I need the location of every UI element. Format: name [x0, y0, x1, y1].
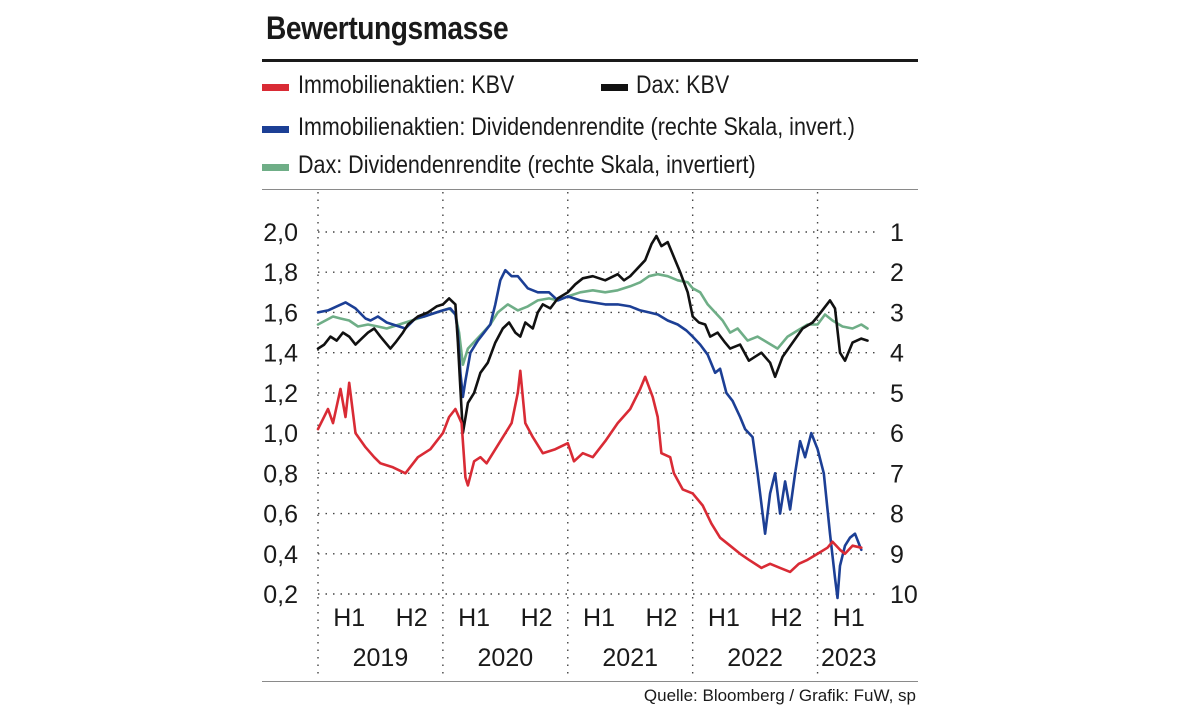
y-right-tick-label: 6 [890, 420, 904, 448]
y-right-tick-label: 10 [890, 581, 918, 609]
y-right-tick-label: 7 [890, 460, 904, 488]
x-tick-label: H2 [770, 604, 802, 632]
y-left-tick-label: 0,2 [263, 581, 298, 609]
legend-rule [262, 189, 918, 190]
series-immo-div [316, 268, 863, 600]
footer-rule [262, 681, 918, 682]
x-tick-label: H2 [396, 604, 428, 632]
legend-label-dax-kbv: Dax: KBV [636, 71, 730, 99]
x-year-label: 2021 [602, 644, 658, 672]
y-left-tick-label: 0,8 [263, 460, 298, 488]
x-tick-label: H2 [645, 604, 677, 632]
legend-label-immo-div: Immobilienaktien: Dividendenrendite (rec… [298, 113, 855, 141]
y-left-tick-label: 2,0 [263, 219, 298, 247]
legend-label-dax-div: Dax: Dividendenrendite (rechte Skala, in… [298, 151, 756, 179]
legend-swatch-immo-div [262, 126, 289, 133]
title-rule [262, 59, 918, 62]
y-left-tick-label: 1,2 [263, 380, 298, 408]
x-tick-label: H1 [458, 604, 490, 632]
y-right-tick-label: 5 [890, 380, 904, 408]
x-year-label: 2019 [353, 644, 409, 672]
legend-swatch-dax-div [262, 164, 289, 171]
series-immo-kbv [316, 369, 863, 574]
y-right-tick-label: 4 [890, 340, 904, 368]
y-right-tick-label: 8 [890, 501, 904, 529]
x-year-label: 2020 [478, 644, 534, 672]
x-year-label: 2022 [727, 644, 783, 672]
y-left-tick-label: 1,0 [263, 420, 298, 448]
x-tick-label: H1 [333, 604, 365, 632]
legend-swatch-dax-kbv [601, 84, 628, 91]
y-right-tick-label: 3 [890, 299, 904, 327]
y-right-tick-label: 9 [890, 541, 904, 569]
legend-label-immo-kbv: Immobilienaktien: KBV [298, 71, 515, 99]
x-tick-label: H1 [708, 604, 740, 632]
y-left-tick-label: 0,6 [263, 501, 298, 529]
y-left-tick-label: 1,6 [263, 299, 298, 327]
y-left-tick-label: 1,8 [263, 259, 298, 287]
y-right-tick-label: 1 [890, 219, 904, 247]
y-left-tick-label: 1,4 [263, 340, 298, 368]
y-left-tick-label: 0,4 [263, 541, 298, 569]
source-note: Quelle: Bloomberg / Grafik: FuW, sp [643, 686, 916, 705]
legend-swatch-immo-kbv [262, 84, 289, 91]
x-tick-label: H1 [833, 604, 865, 632]
x-tick-label: H1 [583, 604, 615, 632]
chart-title: Bewertungsmasse [266, 10, 509, 46]
x-year-label: 2023 [821, 644, 877, 672]
series-dax-kbv [316, 234, 869, 435]
y-right-tick-label: 2 [890, 259, 904, 287]
x-tick-label: H2 [521, 604, 553, 632]
